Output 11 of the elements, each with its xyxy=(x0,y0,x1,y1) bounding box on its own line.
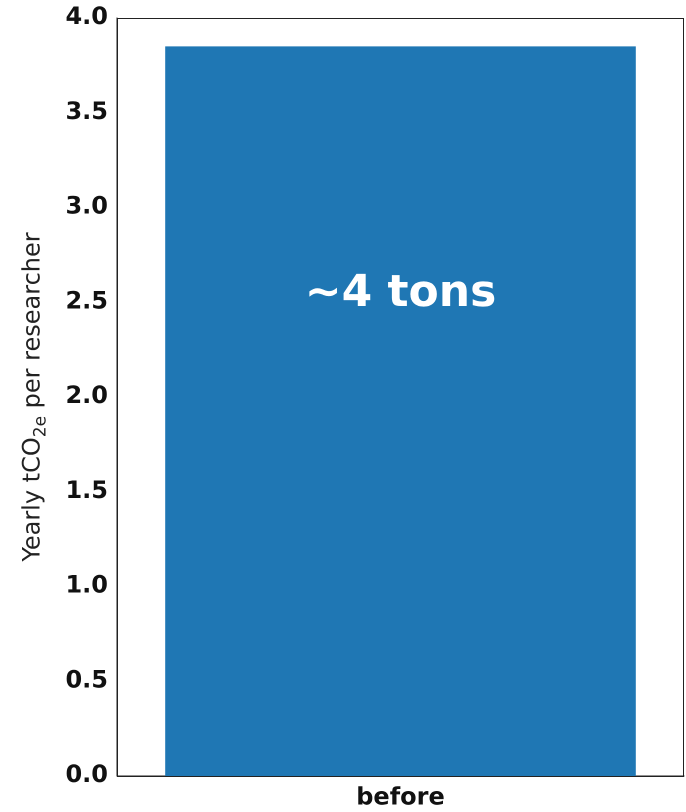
y-tick-label: 2.0 xyxy=(65,381,108,410)
y-tick-label: 0.0 xyxy=(65,760,108,788)
y-tick-label: 3.0 xyxy=(65,192,108,220)
y-tick-label: 4.0 xyxy=(65,2,108,30)
x-tick-label: before xyxy=(356,782,445,811)
y-tick-label: 0.5 xyxy=(65,665,108,694)
annotation: ~4 tons xyxy=(304,266,496,317)
y-tick-label: 2.5 xyxy=(65,286,108,314)
y-tick-label: 1.0 xyxy=(65,570,108,599)
y-tick-label: 1.5 xyxy=(65,476,108,504)
y-tick-label: 3.5 xyxy=(65,96,108,125)
